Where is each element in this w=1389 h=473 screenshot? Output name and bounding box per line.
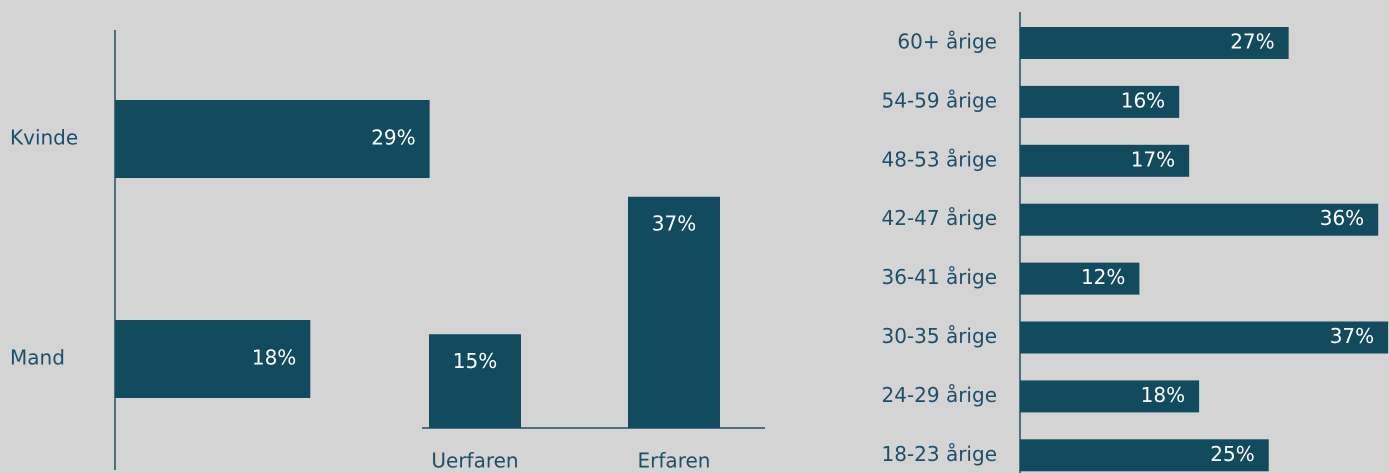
bar (1020, 85, 1180, 118)
value-label: 16% (1121, 88, 1165, 112)
value-label: 25% (1210, 442, 1254, 466)
bar (1020, 321, 1389, 354)
value-label: 12% (1081, 265, 1125, 289)
value-label: 29% (371, 126, 415, 150)
value-label: 37% (1330, 324, 1374, 348)
bar (1020, 439, 1269, 472)
value-label: 17% (1131, 147, 1175, 171)
category-label: 36-41 årige (881, 265, 997, 289)
category-label: 30-35 årige (881, 324, 997, 348)
category-label: 48-53 årige (881, 147, 997, 171)
bar (1020, 203, 1379, 236)
category-label: Kvinde (10, 126, 78, 150)
bar (115, 100, 430, 178)
category-label: Uerfaren (431, 449, 518, 473)
category-label: Erfaren (638, 449, 711, 473)
value-label: 27% (1230, 30, 1274, 54)
bar (1020, 144, 1190, 177)
value-label: 18% (252, 346, 296, 370)
category-label: 54-59 årige (881, 88, 997, 112)
bar (1020, 262, 1140, 295)
category-label: 18-23 årige (881, 442, 997, 466)
bar (1020, 27, 1289, 59)
value-label: 37% (652, 211, 696, 235)
category-label: Mand (10, 346, 65, 370)
category-label: 60+ årige (897, 30, 997, 54)
bar (115, 320, 311, 398)
bar (628, 196, 720, 428)
value-label: 36% (1320, 206, 1364, 230)
category-label: 24-29 årige (881, 383, 997, 407)
bar (1020, 380, 1200, 413)
value-label: 18% (1141, 383, 1185, 407)
bar (429, 334, 521, 428)
value-label: 15% (453, 349, 497, 373)
category-label: 42-47 årige (881, 206, 997, 230)
